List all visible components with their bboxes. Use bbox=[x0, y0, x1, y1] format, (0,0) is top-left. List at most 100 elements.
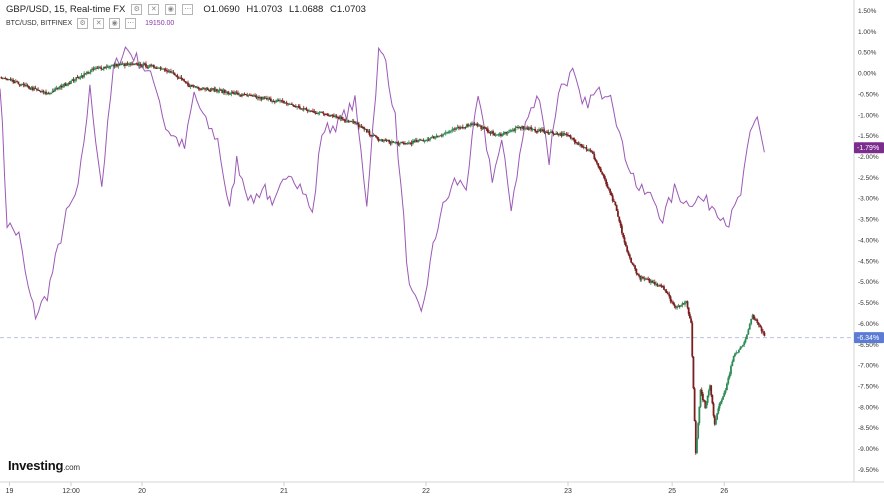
candle-body bbox=[308, 110, 310, 112]
close-icon[interactable]: ✕ bbox=[93, 18, 105, 29]
candle-body bbox=[479, 125, 481, 127]
candle-body bbox=[738, 349, 740, 353]
y-tick-label: -0.50% bbox=[858, 91, 879, 98]
candle-body bbox=[431, 136, 434, 138]
visibility-icon[interactable]: ◉ bbox=[165, 4, 177, 15]
candle-body bbox=[18, 84, 21, 86]
candle-body bbox=[611, 195, 614, 201]
candle-body bbox=[444, 132, 447, 134]
candle-body bbox=[342, 119, 345, 121]
candle-body bbox=[532, 129, 535, 131]
candle-body bbox=[709, 385, 711, 391]
candle-body bbox=[10, 79, 13, 81]
candle-body bbox=[578, 143, 581, 145]
candle-body bbox=[126, 63, 129, 65]
candle-body bbox=[402, 142, 405, 144]
candle-body bbox=[480, 125, 483, 129]
candle-body bbox=[375, 135, 377, 138]
settings-icon[interactable]: ⚙ bbox=[77, 18, 89, 29]
candle-body bbox=[264, 97, 267, 99]
candle-body bbox=[384, 139, 387, 141]
candle-body bbox=[589, 149, 592, 151]
x-tick-label: 21 bbox=[280, 488, 288, 495]
btc-last-value-badge: -1.79% bbox=[854, 142, 884, 154]
visibility-icon[interactable]: ◉ bbox=[109, 18, 121, 29]
candle-body bbox=[89, 70, 92, 73]
candle-body bbox=[624, 242, 627, 247]
candle-body bbox=[586, 149, 589, 151]
candle-body bbox=[1, 77, 4, 79]
candle-body bbox=[430, 137, 433, 139]
candle-body bbox=[656, 283, 659, 286]
candle-body bbox=[193, 86, 196, 88]
more-icon[interactable]: ⋯ bbox=[125, 18, 137, 29]
candle-body bbox=[661, 286, 664, 288]
candle-body bbox=[632, 264, 635, 266]
y-tick-label: -4.50% bbox=[858, 258, 879, 265]
y-tick-label: -5.00% bbox=[858, 279, 879, 286]
candle-body bbox=[605, 179, 608, 185]
candle-body bbox=[599, 168, 602, 173]
candle-body bbox=[38, 89, 41, 91]
candle-body bbox=[110, 65, 113, 67]
candle-body bbox=[517, 127, 519, 129]
candle-body bbox=[340, 116, 343, 120]
candle-body bbox=[380, 139, 383, 141]
candle-body bbox=[106, 66, 109, 68]
candle-body bbox=[698, 406, 701, 424]
candle-body bbox=[297, 106, 300, 108]
candle-body bbox=[166, 70, 168, 72]
candle-body bbox=[622, 233, 625, 238]
candle-body bbox=[104, 66, 107, 68]
candle-body bbox=[181, 79, 184, 81]
candle-body bbox=[256, 96, 259, 99]
candle-body bbox=[108, 67, 111, 69]
candle-body bbox=[84, 73, 87, 75]
candle-body bbox=[678, 305, 681, 307]
more-icon[interactable]: ⋯ bbox=[182, 4, 194, 15]
candle-body bbox=[137, 63, 139, 66]
candle-body bbox=[574, 141, 577, 143]
candle-body bbox=[185, 82, 188, 84]
candle-body bbox=[260, 96, 263, 100]
candle-body bbox=[664, 289, 667, 291]
candle-body bbox=[427, 139, 430, 141]
candle-body bbox=[492, 131, 494, 134]
candle-body bbox=[682, 303, 685, 305]
candle-body bbox=[439, 135, 442, 137]
candle-body bbox=[553, 134, 556, 136]
candle-body bbox=[722, 396, 724, 400]
candle-body bbox=[669, 296, 672, 302]
candle-body bbox=[550, 131, 552, 133]
candle-body bbox=[216, 89, 218, 92]
candle-body bbox=[465, 124, 468, 128]
candle-body bbox=[660, 285, 663, 287]
candle-body bbox=[105, 66, 108, 68]
candle-body bbox=[619, 221, 622, 226]
candle-body bbox=[762, 331, 764, 333]
candle-body bbox=[348, 120, 351, 122]
candle-body bbox=[652, 281, 655, 283]
candle-body bbox=[415, 140, 418, 143]
candle-body bbox=[377, 138, 380, 141]
candle-body bbox=[102, 66, 105, 69]
candle-body bbox=[293, 105, 296, 107]
candle-body bbox=[191, 85, 193, 87]
candle-body bbox=[730, 366, 732, 375]
candle-body bbox=[432, 136, 435, 139]
candle-body bbox=[373, 134, 376, 136]
candle-body bbox=[145, 63, 147, 67]
y-tick-label: 1.50% bbox=[858, 8, 877, 15]
candle-body bbox=[418, 139, 421, 141]
gbp-usd-candles bbox=[0, 61, 766, 455]
candle-body bbox=[81, 75, 84, 77]
y-tick-label: -2.00% bbox=[858, 154, 879, 161]
candle-body bbox=[696, 438, 698, 454]
candle-body bbox=[602, 174, 605, 177]
settings-icon[interactable]: ⚙ bbox=[131, 4, 143, 15]
candle-body bbox=[229, 93, 231, 95]
close-icon[interactable]: ✕ bbox=[148, 4, 160, 15]
candle-body bbox=[750, 318, 753, 325]
candle-body bbox=[598, 166, 601, 169]
